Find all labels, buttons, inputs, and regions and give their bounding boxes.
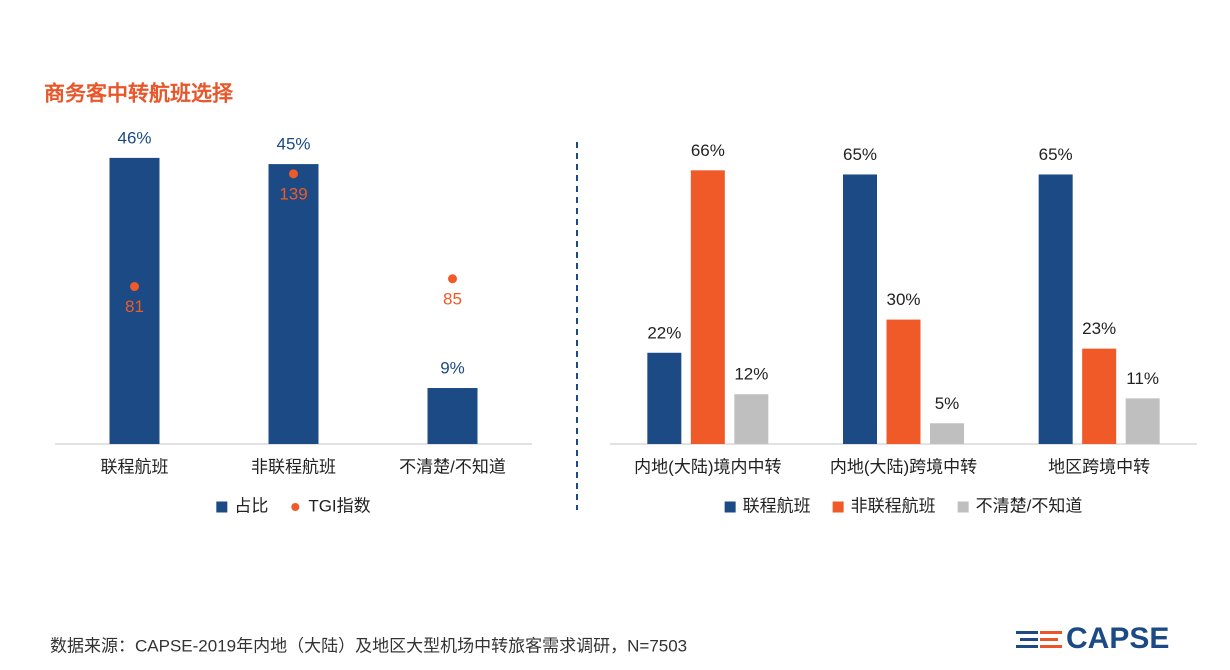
bar [427,388,478,444]
point-label: 85 [443,289,462,308]
tgi-dot [130,282,139,292]
value-label: 65% [843,145,877,164]
legend-marker [957,501,969,513]
value-label: 9% [440,359,465,378]
bar [1082,348,1117,444]
tgi-dot [448,274,457,284]
x-tick-label: 不清楚/不知道 [399,457,506,476]
x-tick-label: 地区跨境中转 [1048,457,1150,476]
legend-marker [216,501,228,513]
value-label: 11% [1126,369,1159,388]
legend: 联程航班 非联程航班 不清楚/不知道 [724,496,1083,515]
tgi-dot [289,169,298,179]
value-label: 30% [886,290,920,309]
value-label: 5% [935,394,960,413]
value-label: 22% [647,323,681,342]
value-label: 12% [734,365,768,384]
point-label: 81 [125,297,144,316]
value-label: 23% [1082,319,1116,338]
value-label: 45% [276,135,310,154]
bar [930,423,964,444]
logo-icon [1016,631,1062,648]
legend-marker [832,501,844,513]
legend-label: 占比 [234,496,268,515]
value-label: 65% [1039,145,1073,164]
bar [647,352,682,444]
legend: 占比 TGI指数 [216,496,371,515]
bar [690,170,725,444]
bar [1125,398,1160,444]
value-label: 66% [691,141,725,160]
bar [843,174,877,444]
legend-label: 不清楚/不知道 [976,496,1083,515]
bar [268,164,319,444]
bar [734,394,769,444]
x-tick-label: 联程航班 [101,457,169,476]
point-label: 139 [279,184,307,203]
legend-label: TGI指数 [308,496,370,515]
bar [886,319,921,444]
legend-label: 非联程航班 [851,496,936,515]
source-note: 数据来源：CAPSE-2019年内地（大陆）及地区大型机场中转旅客需求调研，N=… [50,636,687,655]
x-tick-label: 内地(大陆)跨境中转 [830,457,977,476]
logo-text: CAPSE [1066,622,1169,655]
x-tick-label: 内地(大陆)境内中转 [634,457,781,476]
legend-marker [724,501,736,513]
bar [1038,174,1073,444]
x-tick-label: 非联程航班 [251,457,336,476]
value-label: 46% [117,128,151,147]
legend-label: 联程航班 [743,496,811,515]
legend-marker [291,503,300,511]
page-title: 商务客中转航班选择 [44,82,234,106]
bar [109,157,160,444]
